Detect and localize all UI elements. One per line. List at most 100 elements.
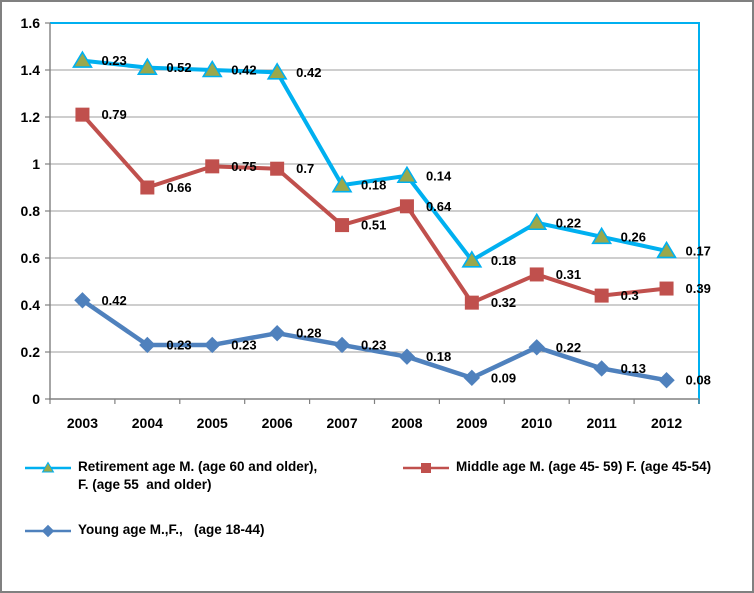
data-point-marker-s2-2008 <box>398 348 416 365</box>
data-point-marker-s1-2007 <box>335 218 350 233</box>
x-axis-tick-label: 2012 <box>651 415 682 431</box>
series-line-2 <box>81 298 667 383</box>
middle-series-square-icon <box>403 463 449 473</box>
data-label-s0-2012: 0.17 <box>686 243 711 258</box>
data-point-marker-s0-2012 <box>656 240 677 259</box>
y-axis-tick-label: 1.2 <box>21 109 41 125</box>
line-chart-plot-area: 1.6 1.4 1.2 1 0.8 0.6 0.4 0.2 0 2003 2004 2005 2006 2… <box>21 15 711 431</box>
data-point-marker-s0-2007 <box>331 175 353 193</box>
data-point-marker-s2-2012 <box>658 371 675 389</box>
data-label-s2-2005: 0.23 <box>231 337 256 352</box>
y-axis-tick-label: 0.6 <box>21 250 41 266</box>
data-label-s2-2003: 0.42 <box>101 293 126 308</box>
x-axis-tick-label: 2006 <box>262 415 293 431</box>
data-label-s0-2004: 0.52 <box>166 60 191 75</box>
data-point-marker-s1-2004 <box>140 180 155 195</box>
data-point-marker-s0-2008 <box>396 165 418 184</box>
x-axis-tick-label: 2003 <box>67 415 98 431</box>
data-point-marker-s1-2005 <box>205 159 220 174</box>
y-axis-tick-label: 0 <box>32 391 40 407</box>
x-axis-tick-label: 2008 <box>391 415 422 431</box>
data-point-marker-s2-2006 <box>268 324 286 342</box>
data-label-s2-2011: 0.13 <box>621 361 646 376</box>
series-line-0 <box>82 58 667 263</box>
data-label-s2-2010: 0.22 <box>556 340 581 355</box>
data-label-s0-2010: 0.22 <box>556 215 581 230</box>
data-label-s2-2008: 0.18 <box>426 349 451 364</box>
data-label-s1-2010: 0.31 <box>556 267 581 282</box>
data-label-s1-2008: 0.64 <box>426 199 452 214</box>
data-label-s1-2012: 0.39 <box>686 281 711 296</box>
data-point-marker-s2-2005 <box>204 336 221 354</box>
legend-label-retirement-line2: F. (age 55 and older) <box>78 477 212 492</box>
data-point-marker-s2-2009 <box>463 369 481 387</box>
data-point-marker-s1-2010 <box>529 267 544 282</box>
data-label-s0-2007: 0.18 <box>361 178 386 193</box>
data-point-marker-s0-2011 <box>591 226 613 245</box>
data-label-s1-2009: 0.32 <box>491 295 516 310</box>
data-label-s2-2004: 0.23 <box>166 337 191 352</box>
triangle-marker-icon <box>41 461 55 473</box>
legend-label-middle-line1: Middle age M. (age 45- 59) F. (age 45-54… <box>456 459 712 474</box>
data-label-s1-2006: 0.7 <box>296 161 314 176</box>
data-point-marker-s1-2011 <box>594 288 609 303</box>
data-point-marker-s0-2005 <box>201 59 223 78</box>
data-point-marker-s1-2012 <box>659 281 674 296</box>
legend-label-retirement-line1: Retirement age M. (age 60 and older), <box>78 459 318 474</box>
data-label-s2-2006: 0.28 <box>296 326 321 341</box>
retirement-series-triangle-icon <box>25 461 71 473</box>
data-label-s0-2011: 0.26 <box>621 229 646 244</box>
y-axis-tick-label: 0.8 <box>21 203 41 219</box>
data-point-marker-s2-2011 <box>593 360 610 377</box>
legend-item-middle-age: Middle age M. (age 45- 59) F. (age 45-54… <box>402 458 752 476</box>
data-label-s0-2008: 0.14 <box>426 168 452 183</box>
y-axis-tick-label: 1.6 <box>21 15 41 31</box>
data-point-marker-s0-2006 <box>266 62 288 80</box>
data-label-s1-2003: 0.79 <box>101 107 126 122</box>
legend-item-young-age: Young age M.,F., (age 18-44) <box>24 521 394 539</box>
data-label-s1-2011: 0.3 <box>621 288 639 303</box>
x-axis-tick-label: 2009 <box>456 415 487 431</box>
legend-label-retirement-age: Retirement age M. (age 60 and older), F.… <box>78 458 317 494</box>
data-point-marker-s1-2006 <box>270 161 285 176</box>
x-axis-tick-label: 2005 <box>197 415 228 431</box>
y-axis-tick-label: 0.2 <box>21 344 41 360</box>
y-axis-tick-label: 1.4 <box>21 62 41 78</box>
data-point-marker-s1-2009 <box>464 295 479 310</box>
data-point-marker-s2-2007 <box>333 336 351 354</box>
data-point-marker-s0-2009 <box>461 250 483 268</box>
data-point-marker-s2-2003 <box>74 292 91 309</box>
data-point-marker-s1-2008 <box>399 199 414 214</box>
data-label-s1-2005: 0.75 <box>231 159 256 174</box>
data-label-s2-2007: 0.23 <box>361 337 386 352</box>
square-marker-icon <box>421 463 431 473</box>
data-point-marker-s0-2004 <box>136 57 158 75</box>
data-label-s0-2003: 0.23 <box>101 53 126 68</box>
data-label-s0-2009: 0.18 <box>491 253 516 268</box>
legend-label-young-line1: Young age M.,F., (age 18-44) <box>78 522 265 537</box>
x-axis-tick-label: 2010 <box>521 415 552 431</box>
data-point-marker-s1-2003 <box>75 107 90 122</box>
data-label-s2-2009: 0.09 <box>491 370 516 385</box>
data-label-s1-2004: 0.66 <box>166 180 191 195</box>
series-line-1 <box>80 113 667 305</box>
data-point-marker-s0-2003 <box>72 50 93 68</box>
diamond-marker-icon <box>41 524 55 538</box>
young-series-diamond-icon <box>25 524 71 538</box>
data-label-s1-2007: 0.51 <box>361 218 386 233</box>
legend-item-retirement-age: Retirement age M. (age 60 and older), F.… <box>24 458 394 494</box>
data-point-marker-s2-2010 <box>528 339 545 356</box>
x-axis-tick-label: 2007 <box>326 415 357 431</box>
y-axis-tick-label: 1 <box>32 156 40 172</box>
data-label-s0-2006: 0.42 <box>296 65 321 80</box>
data-label-s0-2005: 0.42 <box>231 63 256 78</box>
legend-label-middle-age: Middle age M. (age 45- 59) F. (age 45-54… <box>456 458 711 476</box>
x-axis-tick-label: 2011 <box>586 415 617 431</box>
y-axis-tick-label: 0.4 <box>21 297 41 313</box>
x-axis-tick-label: 2004 <box>132 415 163 431</box>
data-point-marker-s0-2010 <box>526 212 548 231</box>
data-label-s2-2012: 0.08 <box>686 373 711 388</box>
legend-label-young-age: Young age M.,F., (age 18-44) <box>78 521 265 539</box>
data-point-marker-s2-2004 <box>139 336 156 354</box>
